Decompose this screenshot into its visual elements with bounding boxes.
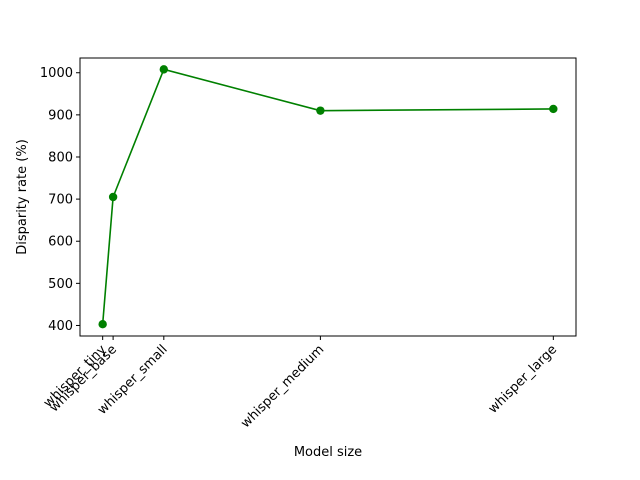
y-tick-label: 1000 <box>40 66 73 81</box>
y-tick-label: 500 <box>48 277 73 292</box>
x-tick-label: whisper_medium <box>238 342 327 431</box>
plot-frame <box>79 57 577 337</box>
x-axis-label: Model size <box>294 445 362 460</box>
y-tick-label: 700 <box>48 193 73 208</box>
y-tick-label: 400 <box>48 319 73 334</box>
data-point <box>108 192 118 202</box>
data-point <box>98 320 107 329</box>
y-tick-label: 800 <box>48 150 73 165</box>
y-axis-label: Disparity rate (%) <box>15 139 30 255</box>
data-series <box>98 65 558 329</box>
y-axis-ticks: 400 500 600 700 800 900 1000 <box>40 66 80 334</box>
data-point <box>159 65 169 74</box>
y-tick-label: 900 <box>48 108 73 123</box>
y-tick-label: 600 <box>48 235 73 250</box>
series-line <box>101 68 554 325</box>
data-point <box>549 104 558 114</box>
data-point <box>316 106 325 115</box>
x-tick-label: whisper_large <box>486 342 560 416</box>
